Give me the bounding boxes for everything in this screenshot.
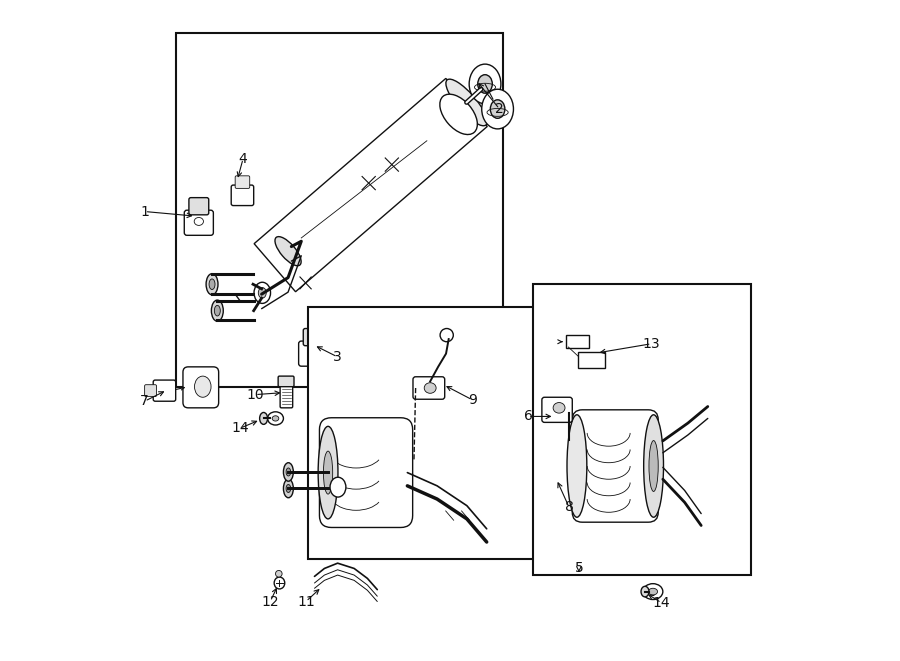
Ellipse shape: [258, 288, 266, 298]
Text: 2: 2: [495, 102, 504, 116]
Bar: [308, 307, 556, 559]
FancyBboxPatch shape: [303, 329, 326, 346]
Ellipse shape: [318, 426, 338, 519]
Ellipse shape: [446, 79, 487, 126]
Ellipse shape: [275, 237, 302, 266]
Ellipse shape: [194, 376, 211, 397]
Text: 6: 6: [524, 409, 533, 424]
Ellipse shape: [286, 468, 291, 476]
Ellipse shape: [259, 412, 267, 424]
Bar: [176, 33, 503, 387]
FancyBboxPatch shape: [189, 198, 209, 215]
Ellipse shape: [206, 274, 218, 295]
Text: 1: 1: [140, 204, 149, 219]
Ellipse shape: [567, 415, 587, 517]
Ellipse shape: [284, 463, 293, 481]
Ellipse shape: [644, 415, 663, 517]
Ellipse shape: [648, 588, 658, 595]
Ellipse shape: [649, 441, 658, 492]
Ellipse shape: [272, 416, 279, 421]
Ellipse shape: [194, 217, 203, 225]
Text: 14: 14: [231, 421, 248, 436]
Text: 4: 4: [238, 151, 248, 166]
Ellipse shape: [643, 584, 662, 600]
Text: 3: 3: [333, 350, 342, 364]
FancyBboxPatch shape: [572, 410, 658, 522]
FancyBboxPatch shape: [153, 380, 176, 401]
Ellipse shape: [440, 94, 477, 135]
Text: 11: 11: [297, 594, 315, 609]
Ellipse shape: [330, 477, 346, 497]
Ellipse shape: [254, 282, 271, 303]
Ellipse shape: [310, 346, 320, 354]
FancyBboxPatch shape: [278, 376, 294, 387]
FancyBboxPatch shape: [320, 418, 413, 527]
Ellipse shape: [482, 89, 514, 129]
Text: 9: 9: [468, 393, 477, 407]
Ellipse shape: [641, 586, 649, 597]
Text: 13: 13: [643, 336, 661, 351]
FancyBboxPatch shape: [183, 367, 219, 408]
Ellipse shape: [424, 383, 436, 393]
FancyBboxPatch shape: [280, 384, 292, 408]
Text: 8: 8: [564, 500, 573, 514]
Ellipse shape: [469, 64, 501, 104]
Ellipse shape: [275, 570, 282, 577]
FancyBboxPatch shape: [231, 185, 254, 206]
FancyBboxPatch shape: [235, 176, 249, 188]
FancyBboxPatch shape: [299, 341, 330, 366]
Text: 5: 5: [574, 561, 583, 576]
Ellipse shape: [286, 485, 291, 492]
Text: 7: 7: [140, 394, 149, 408]
Ellipse shape: [491, 100, 505, 118]
Ellipse shape: [440, 329, 454, 342]
Bar: [533, 284, 751, 575]
FancyBboxPatch shape: [413, 377, 445, 399]
Ellipse shape: [274, 577, 284, 589]
FancyBboxPatch shape: [145, 385, 157, 397]
Text: 12: 12: [261, 594, 279, 609]
Ellipse shape: [554, 403, 565, 413]
Bar: [566, 335, 590, 348]
FancyBboxPatch shape: [184, 210, 213, 235]
Ellipse shape: [318, 334, 324, 340]
Ellipse shape: [478, 75, 492, 93]
FancyBboxPatch shape: [542, 397, 572, 422]
Ellipse shape: [284, 479, 293, 498]
Ellipse shape: [214, 305, 220, 316]
Ellipse shape: [323, 451, 333, 494]
Ellipse shape: [212, 300, 223, 321]
Bar: [578, 352, 605, 368]
Text: 10: 10: [247, 387, 264, 402]
Text: 14: 14: [652, 596, 670, 610]
Polygon shape: [254, 79, 487, 292]
Ellipse shape: [209, 279, 215, 290]
Ellipse shape: [267, 412, 284, 425]
